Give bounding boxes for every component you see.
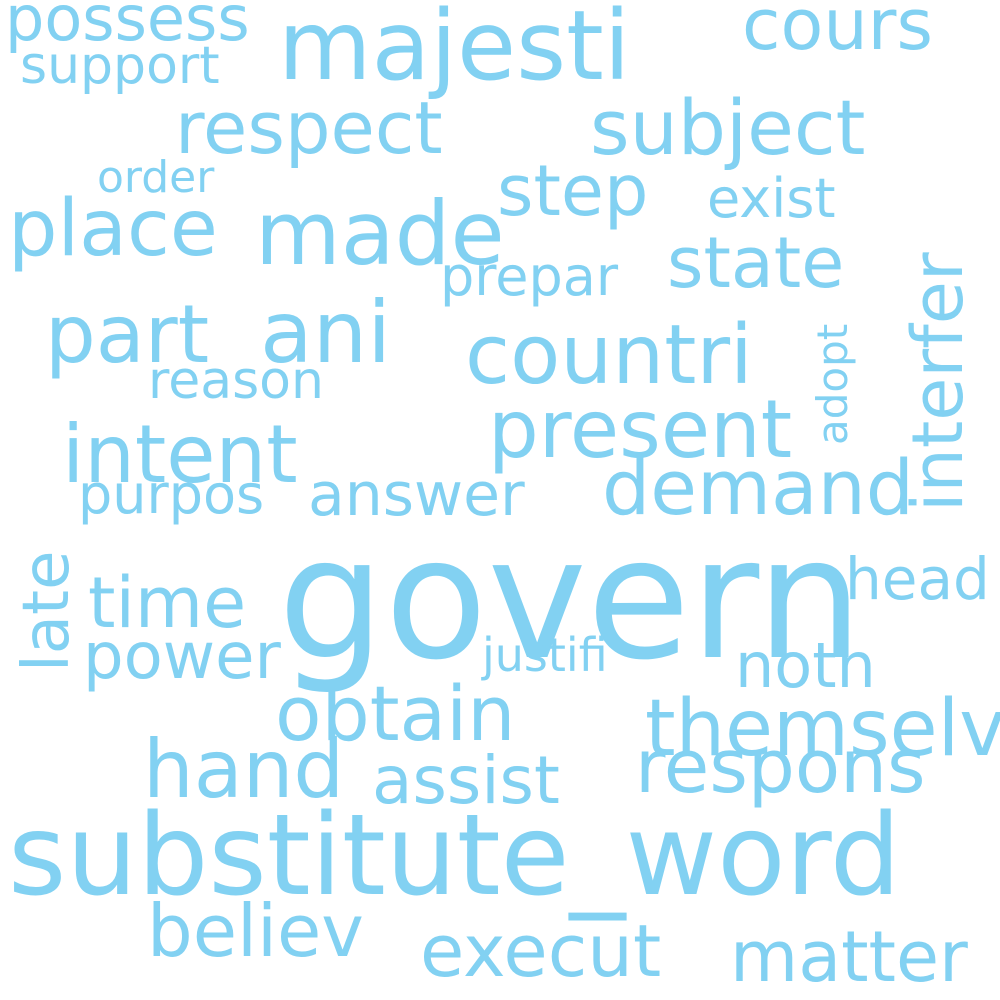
word-answer: answer xyxy=(308,460,525,530)
word-time: time xyxy=(88,562,247,644)
word-head: head xyxy=(845,545,990,613)
word-intent: intent xyxy=(62,408,298,501)
word-purpos: purpos xyxy=(78,463,265,526)
word-assist: assist xyxy=(372,742,560,819)
word-prepar: prepar xyxy=(440,245,619,308)
word-subject: subject xyxy=(590,83,866,172)
word-demand: demand xyxy=(602,443,915,532)
word-respons: respons xyxy=(635,724,926,810)
word-substitute-word: substitute_word xyxy=(8,791,901,921)
word-present: present xyxy=(488,383,793,476)
word-noth: noth xyxy=(735,629,876,702)
word-cours: cours xyxy=(742,0,933,66)
word-late: late xyxy=(10,550,84,672)
word-majesti: majesti xyxy=(278,0,631,102)
word-exist: exist xyxy=(707,167,836,230)
word-place: place xyxy=(8,184,218,274)
word-believ: believ xyxy=(147,889,364,973)
word-govern: govern xyxy=(278,501,863,697)
word-adopt: adopt xyxy=(808,323,857,445)
word-possess: possess xyxy=(5,0,250,55)
word-support: support xyxy=(20,36,220,96)
word-state: state xyxy=(667,222,845,304)
word-respect: respect xyxy=(175,86,443,170)
word-reason: reason xyxy=(148,351,324,411)
word-part: part xyxy=(45,288,210,381)
word-order: order xyxy=(97,152,215,203)
word-matter: matter xyxy=(730,916,968,998)
word-countri: countri xyxy=(465,308,753,403)
word-obtain: obtain xyxy=(275,669,516,758)
word-themselv: themselv xyxy=(645,684,1000,774)
word-execut: execut xyxy=(420,909,662,993)
word-made: made xyxy=(255,182,505,285)
word-hand: hand xyxy=(143,723,345,816)
word-step: step xyxy=(497,150,649,232)
word-ani: ani xyxy=(260,283,392,383)
word-justifi: justifi xyxy=(482,628,608,682)
word-power: power xyxy=(83,620,281,694)
